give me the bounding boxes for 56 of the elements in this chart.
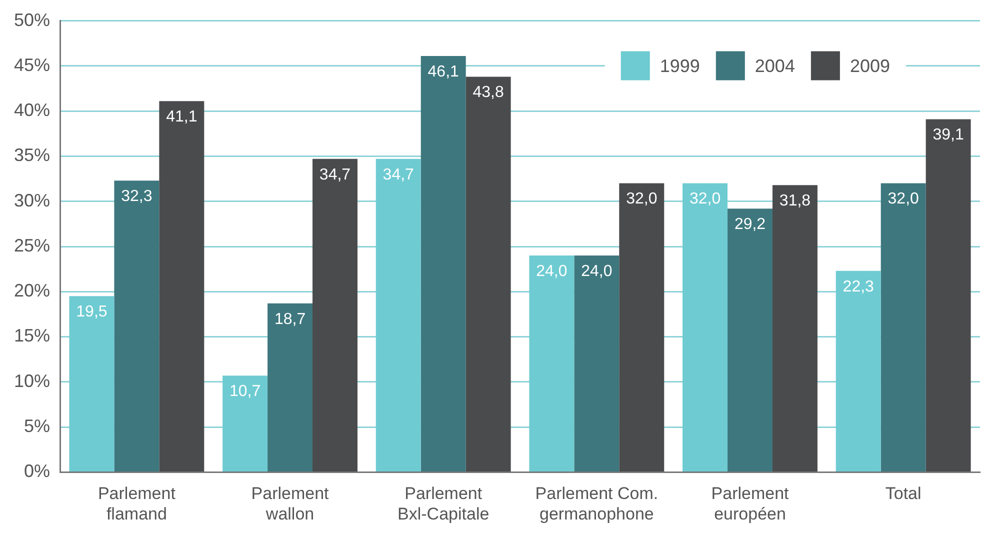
bar: [836, 270, 881, 472]
bar: [222, 376, 268, 472]
bar: [420, 56, 466, 472]
y-tick-label: 20%: [14, 280, 50, 301]
x-tick-label: Parlement Bxl-Capitale: [398, 484, 490, 524]
data-label: 24,0: [581, 262, 612, 280]
bar: [268, 303, 313, 472]
bar: [880, 183, 926, 472]
x-tick-label: Parlement européen: [711, 484, 790, 524]
legend-label: 2004: [754, 56, 795, 76]
y-tick-label: 40%: [14, 100, 50, 120]
legend-label: 1999: [660, 56, 700, 76]
data-label: 18,7: [274, 310, 306, 328]
bar: [574, 256, 620, 472]
y-tick-label: 5%: [24, 416, 50, 436]
data-label: 32,0: [888, 190, 920, 208]
data-label: 32,0: [626, 190, 658, 208]
x-tick-label: Parlement flamand: [98, 484, 176, 524]
bar: [114, 180, 160, 472]
data-label: 24,0: [536, 262, 568, 280]
x-tick-label: Parlement wallon: [251, 484, 330, 524]
y-tick-label: 25%: [14, 235, 50, 256]
data-label: 32,3: [121, 188, 152, 205]
data-label: 10,7: [229, 383, 261, 400]
bar: [619, 183, 664, 472]
bar: [466, 76, 511, 472]
y-tick-label: 30%: [14, 190, 50, 210]
bar: [682, 183, 728, 472]
data-label: 34,7: [319, 166, 351, 184]
y-tick-label: 10%: [14, 370, 50, 391]
y-tick-label: 50%: [14, 10, 50, 30]
bar: [69, 296, 114, 472]
bar: [376, 158, 421, 472]
data-label: 46,1: [428, 63, 460, 80]
y-tick-label: 0%: [24, 461, 50, 482]
y-tick-label: 45%: [14, 54, 50, 75]
y-tick-label: 15%: [14, 326, 50, 346]
bar: [926, 119, 971, 472]
data-label: 32,0: [689, 190, 721, 208]
legend-label: 2009: [850, 56, 890, 76]
data-label: 34,7: [382, 166, 414, 184]
data-label: 31,8: [779, 192, 811, 210]
data-label: 43,8: [472, 84, 504, 102]
data-label: 22,3: [842, 278, 874, 296]
data-label: 39,1: [932, 126, 964, 144]
bar: [159, 101, 204, 472]
data-label: 29,2: [734, 216, 766, 233]
x-tick-label: Parlement Com. germanophone: [535, 484, 658, 524]
bar: [312, 158, 358, 472]
data-label: 41,1: [166, 108, 198, 126]
bar: [728, 208, 772, 472]
data-label: 19,5: [76, 304, 108, 321]
bar: [772, 185, 818, 472]
bar: [529, 256, 574, 472]
y-tick-label: 35%: [14, 145, 50, 166]
x-tick-label: Total: [885, 484, 922, 504]
